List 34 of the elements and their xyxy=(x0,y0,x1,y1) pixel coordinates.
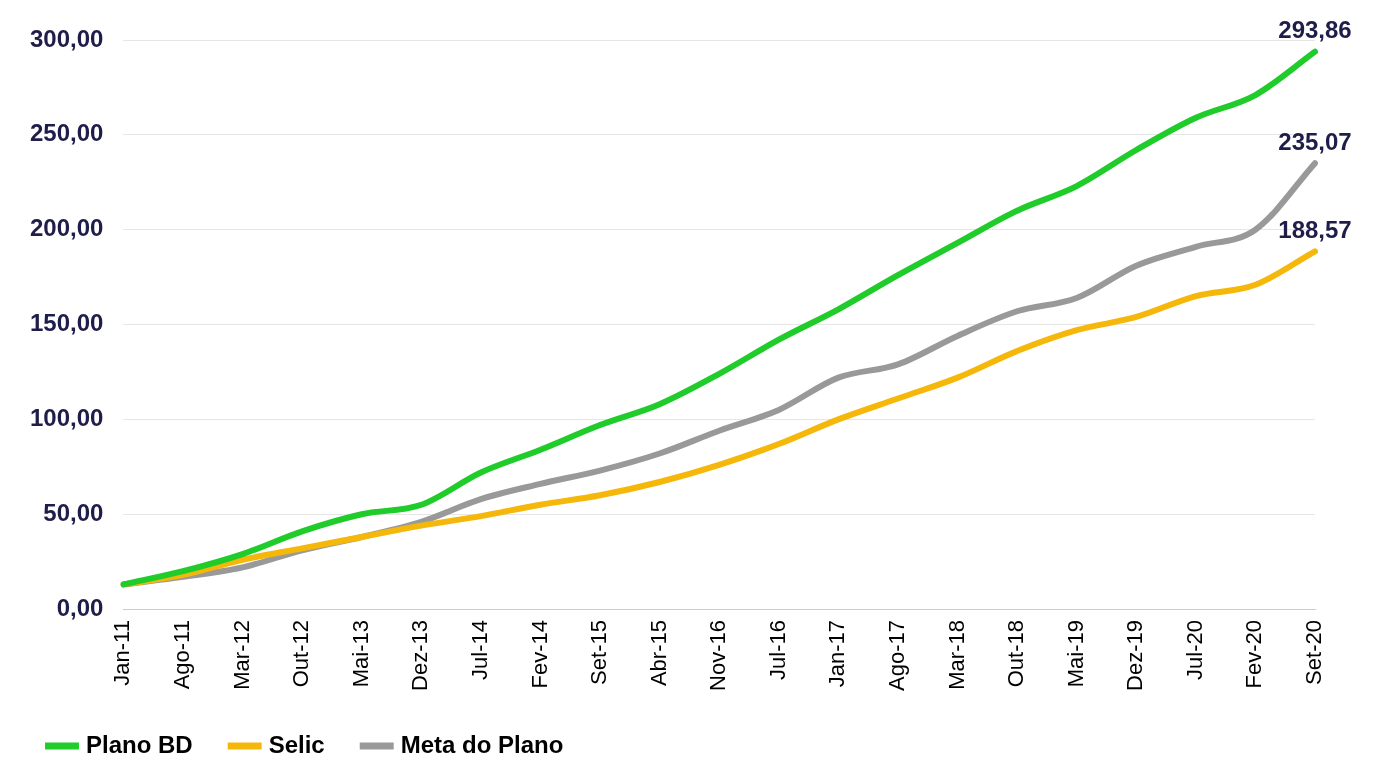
x-tick-label: Set-15 xyxy=(586,620,612,685)
x-tick-label: Dez-13 xyxy=(407,620,433,691)
y-tick-label: 50,00 xyxy=(43,498,104,526)
x-tick-label: Nov-16 xyxy=(705,620,731,691)
x-tick-label: Abr-15 xyxy=(645,620,671,687)
data-label: 235,07 xyxy=(1278,127,1352,155)
y-tick-label: 250,00 xyxy=(30,119,104,147)
data-label: 293,86 xyxy=(1278,16,1352,44)
x-tick-label: Ago-11 xyxy=(169,620,195,690)
y-tick-label: 100,00 xyxy=(30,404,104,431)
x-tick-label: Fev-14 xyxy=(526,620,552,689)
x-tick-label: Mai-19 xyxy=(1062,620,1088,688)
y-tick-label: 300,00 xyxy=(30,24,104,52)
x-tick-label: Jul-16 xyxy=(764,620,790,680)
data-label: 188,57 xyxy=(1278,215,1352,243)
legend-label: Meta do Plano xyxy=(400,730,564,758)
legend-label: Plano BD xyxy=(86,730,193,758)
x-tick-label: Out-18 xyxy=(1003,620,1029,688)
x-tick-label: Out-12 xyxy=(288,620,314,688)
x-tick-label: Mar-12 xyxy=(228,620,254,690)
x-tick-label: Jan-17 xyxy=(824,620,850,688)
x-tick-label: Fev-20 xyxy=(1241,620,1267,689)
x-tick-label: Set-20 xyxy=(1301,620,1327,685)
x-tick-label: Dez-19 xyxy=(1122,620,1148,691)
y-tick-label: 200,00 xyxy=(30,214,104,242)
legend-label: Selic xyxy=(268,730,325,758)
x-tick-label: Mar-18 xyxy=(943,620,969,690)
x-tick-label: Jul-14 xyxy=(466,620,492,680)
x-tick-label: Jan-11 xyxy=(109,620,135,686)
x-tick-label: Jul-20 xyxy=(1181,620,1207,680)
x-tick-label: Mai-13 xyxy=(347,620,373,688)
y-tick-label: 0,00 xyxy=(56,593,104,621)
x-tick-label: Ago-17 xyxy=(884,620,909,692)
y-tick-label: 150,00 xyxy=(30,309,104,337)
